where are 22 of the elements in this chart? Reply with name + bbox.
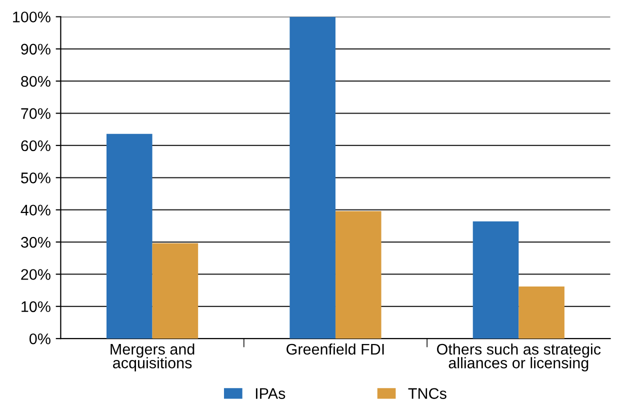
legend-label: IPAs [256,388,286,399]
y-tick-label: 20% [21,269,50,280]
bar [290,16,336,339]
x-tick-label: Others such as strategic alliances or licensing [437,343,601,372]
y-tick-label: 90% [21,44,50,55]
bar [152,243,198,339]
x-tick-label: Greenfield FDI [286,343,384,355]
y-tick-label: 100% [13,12,50,22]
y-tick-label: 10% [22,301,50,312]
legend-label: TNCs [408,388,446,399]
y-tick-label: 80% [21,76,50,87]
y-tick-label: 50% [21,172,50,184]
bar [106,134,152,339]
y-tick-label: 40% [20,204,50,216]
bar [335,211,382,339]
y-tick-label: 60% [21,140,50,152]
x-tick-label: Mergers and acquisitions [110,343,194,372]
bar [472,221,519,339]
y-tick-label: 0% [30,333,50,344]
bar [518,286,564,339]
y-tick-label: 70% [21,108,50,119]
y-tick-label: 30% [20,236,50,248]
